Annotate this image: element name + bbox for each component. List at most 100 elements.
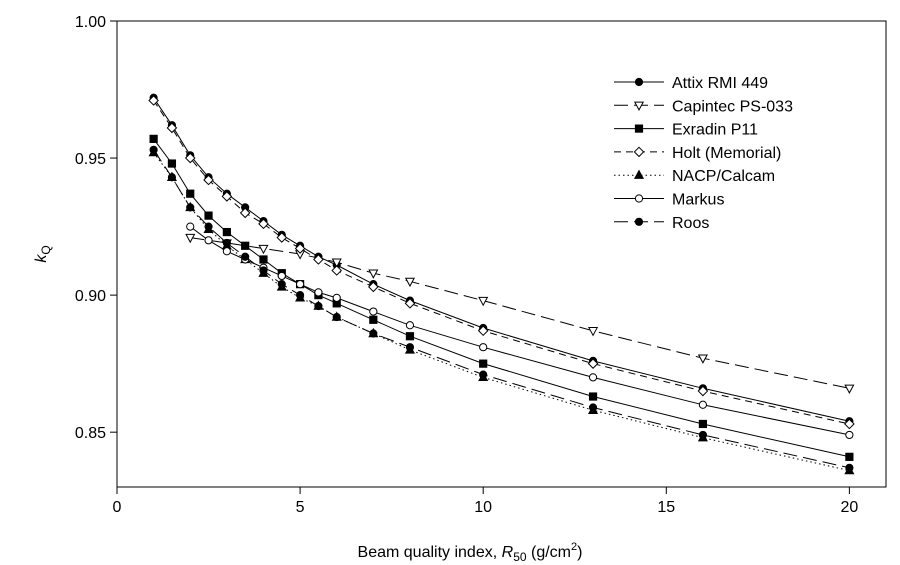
data-point — [167, 173, 177, 182]
data-point — [314, 301, 323, 311]
data-point — [186, 203, 195, 212]
legend-label: Exradin P11 — [672, 122, 758, 139]
series-nacp-calcam — [148, 146, 855, 475]
legend: Attix RMI 449 Capintec PS-033 Exradin P11 H… — [614, 75, 793, 232]
data-point — [222, 247, 231, 256]
data-point — [258, 218, 269, 230]
series-line — [153, 100, 850, 425]
data-point — [845, 430, 854, 440]
data-point — [588, 327, 599, 337]
data-point — [698, 419, 708, 429]
x-axis-title: Beam quality index, R50 (g/cm2) — [358, 541, 583, 564]
plot-frame — [116, 20, 887, 488]
legend-label: Holt (Memorial) — [672, 145, 781, 162]
data-point — [369, 315, 378, 324]
data-point — [204, 222, 213, 231]
data-point — [369, 307, 378, 316]
data-point — [844, 384, 855, 394]
series-layer — [148, 93, 855, 475]
legend-label: Capintec PS-033 — [672, 98, 793, 115]
legend-label: Markus — [672, 192, 724, 209]
data-point — [186, 222, 195, 231]
data-point — [276, 232, 288, 243]
legend-swatch-marker — [634, 124, 644, 133]
series-line — [153, 152, 850, 472]
data-point — [368, 269, 379, 279]
data-point — [845, 452, 854, 461]
data-point — [844, 418, 855, 430]
series-markus — [186, 222, 854, 440]
data-point — [277, 271, 286, 281]
series-line — [153, 149, 850, 469]
data-point — [698, 400, 708, 409]
data-point — [222, 227, 231, 237]
data-point — [241, 252, 250, 261]
data-point — [479, 343, 488, 352]
data-point — [204, 236, 213, 245]
data-point — [241, 241, 250, 250]
data-point — [149, 145, 158, 154]
data-point — [479, 370, 488, 379]
x-tick-label: 10 — [474, 499, 492, 516]
legend-swatch-marker — [633, 169, 645, 179]
series-roos — [149, 145, 854, 472]
legend-item-nacp-calcam: NACP/Calcam — [614, 168, 775, 185]
data-point — [185, 233, 196, 244]
legend-swatch-marker — [634, 194, 644, 203]
legend-item-attix-rmi-449: Attix RMI 449 — [614, 75, 768, 92]
data-point — [405, 343, 415, 352]
legend-label: Attix RMI 449 — [672, 75, 768, 92]
y-tick-label: 0.95 — [75, 151, 106, 168]
legend-label: NACP/Calcam — [672, 168, 775, 185]
series-line — [153, 138, 850, 458]
data-point — [369, 329, 378, 338]
y-tick-label: 1.00 — [75, 14, 106, 31]
data-point — [221, 191, 233, 202]
plot-area — [116, 20, 887, 488]
data-point — [277, 280, 286, 289]
legend-label: Roos — [672, 215, 709, 232]
data-point — [332, 312, 341, 322]
data-point — [313, 254, 324, 265]
data-point — [698, 430, 708, 440]
legend-item-markus: Markus — [614, 192, 724, 209]
x-tick-label: 5 — [296, 499, 305, 516]
series-attix-rmi-449 — [149, 93, 854, 426]
data-point — [587, 358, 599, 369]
data-point — [295, 291, 305, 300]
data-point — [477, 325, 489, 337]
series-holt-memorial — [148, 95, 855, 430]
data-point — [203, 174, 214, 186]
legend-swatch-marker — [634, 77, 644, 87]
data-point — [259, 255, 268, 264]
data-point — [184, 152, 196, 164]
y-axis-title: kQ — [33, 245, 53, 262]
legend-item-exradin-p11: Exradin P11 — [614, 122, 758, 139]
y-tick-label: 0.90 — [75, 288, 106, 305]
x-tick-label: 0 — [113, 499, 122, 516]
data-point — [588, 373, 598, 382]
data-point — [697, 354, 708, 364]
data-point — [204, 211, 213, 220]
data-point — [697, 385, 709, 397]
data-point — [331, 265, 343, 276]
legend-swatch-marker — [633, 146, 645, 158]
data-point — [166, 122, 178, 134]
y-tick-label: 0.85 — [75, 425, 106, 442]
legend-item-roos: Roos — [614, 215, 709, 232]
data-point — [239, 207, 251, 219]
legend-item-holt-memorial: Holt (Memorial) — [614, 145, 781, 162]
data-point — [222, 238, 231, 248]
data-point — [295, 280, 305, 289]
data-point — [405, 332, 415, 341]
data-point — [588, 403, 598, 412]
data-point — [404, 277, 415, 288]
x-axis: 0 5 10 15 20 — [113, 487, 858, 516]
data-point — [259, 266, 268, 275]
data-point — [845, 463, 854, 472]
data-point — [479, 359, 488, 368]
data-point — [314, 288, 323, 297]
data-point — [368, 281, 379, 293]
x-tick-label: 20 — [840, 499, 858, 516]
